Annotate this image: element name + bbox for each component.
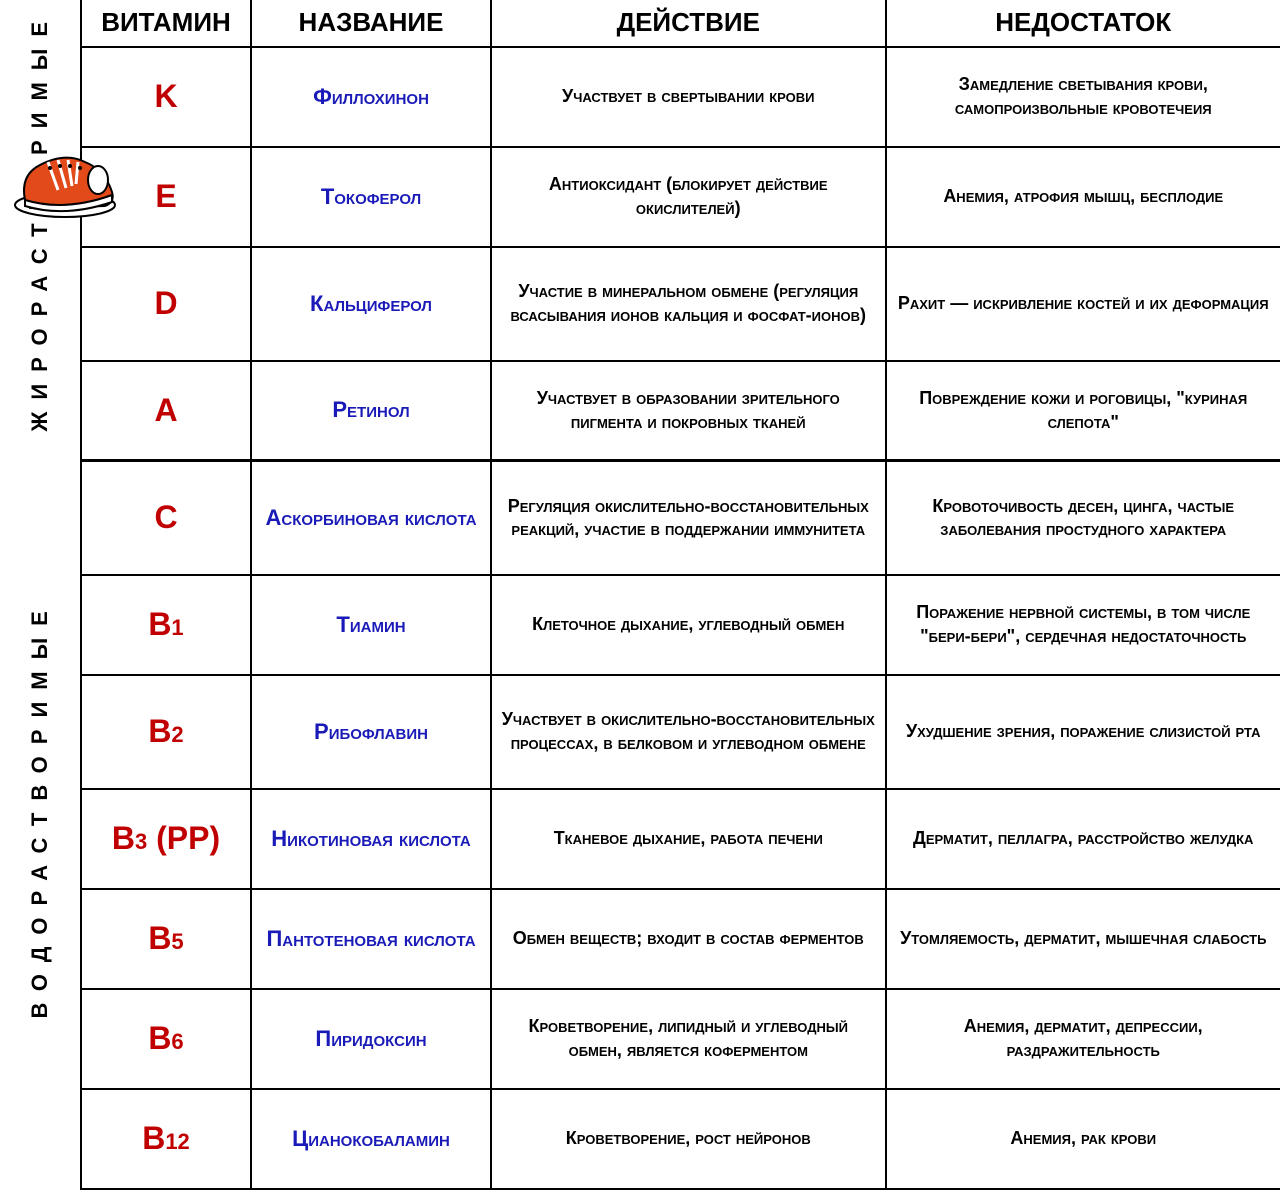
vitamins-table: ВИТАМИН НАЗВАНИЕ ДЕЙСТВИЕ НЕДОСТАТОК KФи… <box>80 0 1280 1190</box>
header-row: ВИТАМИН НАЗВАНИЕ ДЕЙСТВИЕ НЕДОСТАТОК <box>81 0 1280 47</box>
action-cell: Участвует в свертывании крови <box>491 47 886 147</box>
header-vitamin: ВИТАМИН <box>81 0 251 47</box>
name-cell: Филлохинон <box>251 47 491 147</box>
side-label-water: ВОДОРАСТВОРИМЫЕ <box>0 442 80 1176</box>
deficiency-cell: Ухудшение зрения, поражение слизистой рт… <box>886 675 1280 789</box>
action-cell: Регуляция окислительно-восстановительных… <box>491 461 886 575</box>
name-cell: Пиридоксин <box>251 989 491 1089</box>
header-deficiency: НЕДОСТАТОК <box>886 0 1280 47</box>
side-label-fat: ЖИРОРАСТВОРИМЫЕ <box>0 0 80 442</box>
shoe-icon <box>10 140 130 220</box>
action-cell: Обмен веществ; входит в состав ферментов <box>491 889 886 989</box>
table-row: B12ЦианокобаламинКроветворение, рост ней… <box>81 1089 1280 1189</box>
header-name: НАЗВАНИЕ <box>251 0 491 47</box>
table-row: EТокоферолАнтиоксидант (блокирует действ… <box>81 147 1280 247</box>
vitamin-cell: B1 <box>81 575 251 675</box>
vitamin-cell: B2 <box>81 675 251 789</box>
name-cell: Ретинол <box>251 361 491 461</box>
deficiency-cell: Дерматит, пеллагра, расстройство желудка <box>886 789 1280 889</box>
vitamin-cell: B5 <box>81 889 251 989</box>
action-cell: Тканевое дыхание, работа печени <box>491 789 886 889</box>
action-cell: Антиоксидант (блокирует действие окислит… <box>491 147 886 247</box>
table-row: B6ПиридоксинКроветворение, липидный и уг… <box>81 989 1280 1089</box>
name-cell: Рибофлавин <box>251 675 491 789</box>
name-cell: Тиамин <box>251 575 491 675</box>
action-cell: Кроветворение, рост нейронов <box>491 1089 886 1189</box>
name-cell: Кальциферол <box>251 247 491 361</box>
deficiency-cell: Поражение нервной системы, в том числе "… <box>886 575 1280 675</box>
table-row: AРетинолУчаствует в образовании зрительн… <box>81 361 1280 461</box>
deficiency-cell: Анемия, атрофия мышц, бесплодие <box>886 147 1280 247</box>
deficiency-cell: Рахит — искривление костей и их деформац… <box>886 247 1280 361</box>
table-row: DКальциферолУчастие в минеральном обмене… <box>81 247 1280 361</box>
deficiency-cell: Повреждение кожи и роговицы, "куриная сл… <box>886 361 1280 461</box>
deficiency-cell: Анемия, рак крови <box>886 1089 1280 1189</box>
name-cell: Аскорбиновая кислота <box>251 461 491 575</box>
deficiency-cell: Кровоточивость десен, цинга, частые забо… <box>886 461 1280 575</box>
table-row: B5Пантотеновая кислотаОбмен веществ; вхо… <box>81 889 1280 989</box>
table-row: CАскорбиновая кислотаРегуляция окислител… <box>81 461 1280 575</box>
vitamin-cell: C <box>81 461 251 575</box>
deficiency-cell: Анемия, дерматит, депрессии, раздражител… <box>886 989 1280 1089</box>
table-row: B2РибофлавинУчаствует в окислительно-вос… <box>81 675 1280 789</box>
table-row: B1ТиаминКлеточное дыхание, углеводный об… <box>81 575 1280 675</box>
table-row: B3 (PP)Никотиновая кислотаТканевое дыхан… <box>81 789 1280 889</box>
action-cell: Участвует в окислительно-восстановительн… <box>491 675 886 789</box>
table-row: KФиллохинонУчаствует в свертывании крови… <box>81 47 1280 147</box>
vitamin-cell: K <box>81 47 251 147</box>
deficiency-cell: Утомляемость, дерматит, мышечная слабост… <box>886 889 1280 989</box>
name-cell: Цианокобаламин <box>251 1089 491 1189</box>
vitamin-cell: A <box>81 361 251 461</box>
table-body: KФиллохинонУчаствует в свертывании крови… <box>81 47 1280 1189</box>
vitamin-cell: B6 <box>81 989 251 1089</box>
name-cell: Никотиновая кислота <box>251 789 491 889</box>
name-cell: Пантотеновая кислота <box>251 889 491 989</box>
action-cell: Участвует в образовании зрительного пигм… <box>491 361 886 461</box>
table-area: ВИТАМИН НАЗВАНИЕ ДЕЙСТВИЕ НЕДОСТАТОК KФи… <box>80 0 1280 1176</box>
action-cell: Участие в минеральном обмене (регуляция … <box>491 247 886 361</box>
vitamin-cell: D <box>81 247 251 361</box>
action-cell: Кроветворение, липидный и углеводный обм… <box>491 989 886 1089</box>
page-container: ЖИРОРАСТВОРИМЫЕ ВОДОРАСТВОРИМЫЕ ВИТАМИН … <box>0 0 1280 1176</box>
deficiency-cell: Замедление светывания крови, самопроизво… <box>886 47 1280 147</box>
header-action: ДЕЙСТВИЕ <box>491 0 886 47</box>
name-cell: Токоферол <box>251 147 491 247</box>
vitamin-cell: B3 (PP) <box>81 789 251 889</box>
action-cell: Клеточное дыхание, углеводный обмен <box>491 575 886 675</box>
vitamin-cell: B12 <box>81 1089 251 1189</box>
